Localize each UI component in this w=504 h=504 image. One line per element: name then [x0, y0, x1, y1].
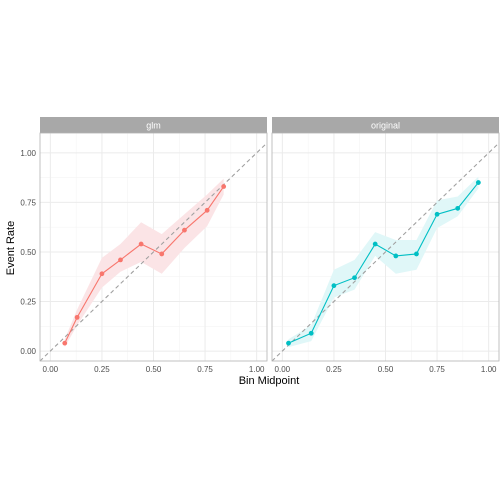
x-axis-title: Bin Midpoint — [239, 375, 300, 387]
x-tick-label: 0.00 — [275, 365, 291, 374]
x-tick-label: 0.00 — [43, 365, 59, 374]
data-point — [352, 275, 357, 281]
facet-panels: glm 0.00 0.25 0.50 0.75 1.00 original 0.00 0.25 0… — [20, 117, 500, 374]
panel-original: original 0.00 0.25 0.50 0.75 1.00 — [271, 117, 500, 374]
panel-border — [39, 132, 268, 362]
data-point — [138, 241, 144, 247]
panel-glm: glm 0.00 0.25 0.50 0.75 1.00 — [39, 117, 268, 374]
x-tick-label: 0.50 — [146, 365, 162, 374]
x-tick-label: 1.00 — [481, 365, 497, 374]
data-point — [159, 251, 165, 257]
y-tick-label: 0.25 — [20, 298, 36, 307]
y-tick-label: 0.50 — [20, 248, 36, 257]
reference-diagonal — [271, 142, 500, 362]
x-tick-label: 1.00 — [249, 365, 265, 374]
x-tick-label: 0.75 — [429, 365, 445, 374]
data-point — [74, 314, 80, 320]
y-axis-title: Event Rate — [5, 221, 17, 275]
panel-border — [271, 132, 500, 362]
data-point — [204, 207, 210, 213]
strip-label: glm — [146, 121, 161, 131]
x-tick-label: 0.75 — [197, 365, 213, 374]
data-point — [414, 251, 419, 257]
x-tick-label: 0.25 — [326, 365, 342, 374]
data-point — [182, 227, 187, 233]
data-point — [118, 257, 123, 263]
data-point — [286, 340, 291, 346]
confidence-band — [288, 176, 479, 348]
strip-background — [272, 117, 499, 133]
y-tick-label: 0.00 — [20, 347, 36, 356]
y-tick-label: 0.75 — [20, 198, 36, 207]
data-point — [62, 340, 68, 346]
x-tick-label: 0.25 — [94, 365, 110, 374]
data-point — [308, 330, 314, 336]
y-tick-label: 1.00 — [20, 149, 36, 158]
data-point — [475, 180, 481, 185]
strip-label: original — [371, 121, 400, 131]
series-line — [288, 182, 479, 344]
data-point — [331, 283, 337, 289]
data-point — [393, 253, 399, 259]
confidence-band — [64, 178, 224, 348]
data-point — [372, 241, 378, 247]
reference-diagonal — [39, 142, 268, 362]
x-tick-label: 0.50 — [378, 365, 394, 374]
data-point — [221, 184, 227, 189]
data-point — [99, 271, 105, 277]
strip-background — [40, 117, 267, 133]
data-point — [434, 211, 440, 217]
data-point — [455, 205, 461, 211]
